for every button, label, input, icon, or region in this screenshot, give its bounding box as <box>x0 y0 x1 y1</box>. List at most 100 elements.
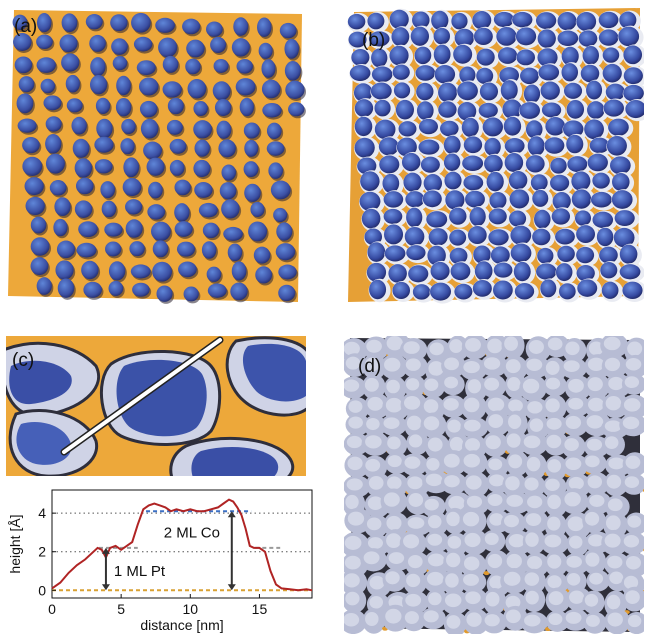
co-island <box>504 137 525 154</box>
substrate-gap <box>483 571 490 576</box>
co-island <box>206 266 222 282</box>
stm-image-b: (b) <box>344 6 644 304</box>
island-grain-highlight <box>444 376 459 389</box>
co-island <box>174 221 193 237</box>
co-island <box>623 45 643 65</box>
co-island <box>457 81 478 101</box>
island-grain-highlight <box>444 357 460 371</box>
co-island <box>605 83 625 101</box>
island-grain-highlight <box>589 572 604 585</box>
island-grain-highlight <box>344 535 362 550</box>
island-grain-highlight <box>587 357 605 371</box>
co-island <box>422 190 442 208</box>
co-island <box>186 39 205 58</box>
co-island <box>18 76 35 93</box>
co-island <box>449 229 467 246</box>
island-grain-highlight <box>367 496 384 510</box>
co-island <box>393 82 411 99</box>
island-grain-highlight <box>463 453 480 468</box>
co-island <box>545 117 566 136</box>
co-island <box>43 95 62 111</box>
arrow-head <box>227 584 236 591</box>
island-grain-highlight <box>465 475 482 490</box>
island-grain-highlight <box>427 515 442 529</box>
co-island <box>557 30 579 46</box>
co-island <box>520 67 539 85</box>
co-island <box>488 208 507 225</box>
co-island <box>288 102 305 117</box>
stm-image-c: (c) <box>6 336 306 476</box>
co-island <box>587 101 605 119</box>
island-grain-highlight <box>445 573 459 588</box>
panel-label-b: (b) <box>362 30 385 51</box>
co-island <box>434 65 456 84</box>
island-grain-highlight <box>465 591 481 605</box>
island-grain-highlight <box>423 399 439 414</box>
co-island <box>551 208 571 225</box>
co-island <box>504 153 524 173</box>
co-island <box>592 211 614 229</box>
co-island <box>166 119 183 135</box>
island-grain-highlight <box>363 551 380 565</box>
island-grain-highlight <box>505 359 521 374</box>
co-island <box>484 137 501 156</box>
island-grain-highlight <box>365 611 379 627</box>
co-island <box>146 157 165 176</box>
co-island <box>201 241 217 259</box>
co-island <box>561 46 579 66</box>
co-island <box>139 100 158 118</box>
co-island <box>443 153 461 171</box>
island-grain-highlight <box>584 511 600 526</box>
x-axis-label: distance [nm] <box>140 617 223 633</box>
co-island <box>532 189 549 207</box>
island-grain-highlight <box>565 341 580 356</box>
co-island <box>273 207 288 223</box>
co-island <box>198 202 218 218</box>
co-island <box>257 17 272 38</box>
island-grain-highlight <box>622 416 640 430</box>
co-island <box>40 78 56 94</box>
co-island <box>493 262 513 278</box>
island-grain-highlight <box>524 572 540 586</box>
co-island <box>367 242 386 262</box>
co-island <box>449 207 467 225</box>
co-island <box>108 261 126 281</box>
island-grain-highlight <box>547 575 562 589</box>
island-grain-highlight <box>545 398 560 413</box>
co-island <box>454 28 475 48</box>
island-grain-highlight <box>566 555 582 568</box>
co-island <box>555 263 573 282</box>
co-island <box>600 261 618 279</box>
x-tick-label: 15 <box>252 601 268 617</box>
islands-b <box>347 8 644 304</box>
co-island <box>586 80 603 100</box>
stm-image-b-svg: (b) <box>347 8 644 304</box>
island-grain-highlight <box>609 571 624 585</box>
island-grain-highlight <box>607 555 623 569</box>
y-tick-label: 4 <box>38 505 46 521</box>
co-island <box>599 246 618 264</box>
co-island <box>606 136 627 156</box>
island-grain-highlight <box>444 593 462 608</box>
co-island <box>13 33 32 51</box>
co-island <box>519 102 541 119</box>
island-grain-highlight <box>627 341 643 356</box>
island-grain-highlight <box>424 378 439 392</box>
co-island <box>532 228 551 246</box>
co-island <box>482 117 503 137</box>
co-island <box>183 286 199 302</box>
island-grain-highlight <box>544 534 562 548</box>
co-island <box>382 173 400 193</box>
co-island <box>623 84 644 102</box>
island-grain-highlight <box>369 596 384 609</box>
co-island <box>557 11 577 31</box>
co-island <box>83 281 102 298</box>
island-grain-highlight <box>527 401 543 414</box>
co-island <box>122 177 142 197</box>
island-grain-highlight <box>565 457 582 471</box>
co-island <box>132 282 150 297</box>
co-island <box>416 101 434 120</box>
island-grain-highlight <box>568 397 584 410</box>
island-grain-highlight <box>505 595 521 610</box>
island-grain-highlight <box>503 571 521 586</box>
